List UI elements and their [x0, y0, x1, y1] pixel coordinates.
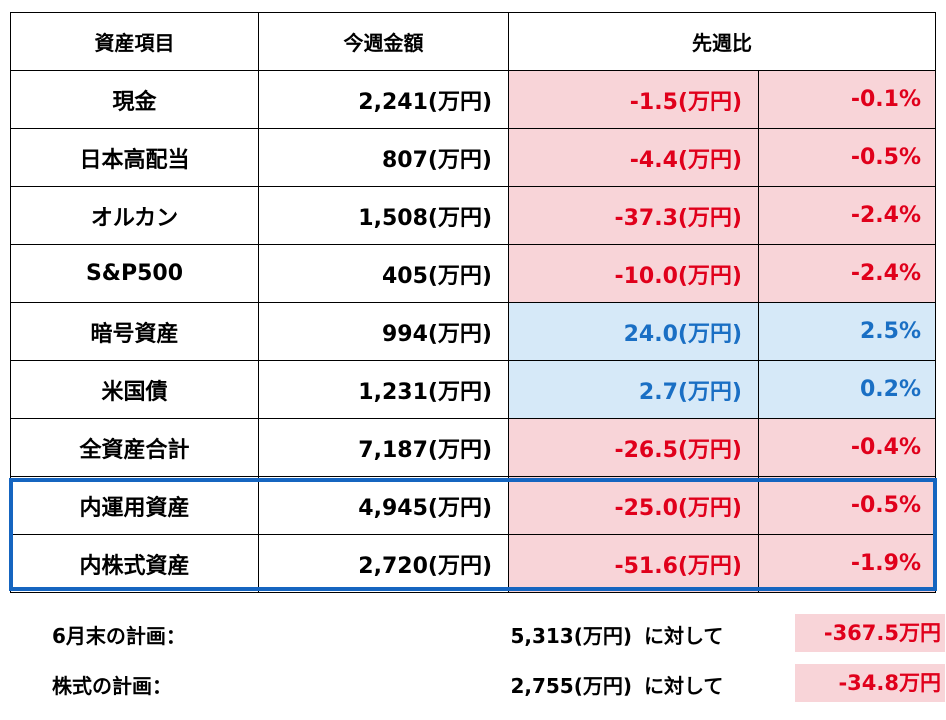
asset-summary-table-wrap: 資産項目 今週金額 先週比 現金 2,241(万円) -1.5(万円) -0.1% 日本…	[10, 12, 936, 593]
table-body: 現金 2,241(万円) -1.5(万円) -0.1% 日本高配当 807(万円) -4.4…	[10, 70, 936, 593]
this-week-amount-cell: 2,720(万円)	[258, 534, 509, 593]
table-row: 内運用資産 4,945(万円) -25.0(万円) -0.5%	[10, 476, 936, 535]
this-week-amount-cell: 405(万円)	[258, 244, 509, 303]
asset-summary-table: 資産項目 今週金額 先週比 現金 2,241(万円) -1.5(万円) -0.1% 日本…	[10, 12, 936, 593]
week-diff-percent-cell: -0.1%	[758, 70, 936, 129]
asset-name-cell: S&P500	[10, 244, 259, 303]
asset-name-cell: 内株式資産	[10, 534, 259, 593]
this-week-amount-cell: 4,945(万円)	[258, 476, 509, 535]
plan-suffix: に対して	[644, 624, 724, 648]
week-diff-amount-cell: -25.0(万円)	[508, 476, 759, 535]
this-week-amount-cell: 2,241(万円)	[258, 70, 509, 129]
week-diff-percent-cell: 0.2%	[758, 360, 936, 419]
week-diff-amount-cell: 2.7(万円)	[508, 360, 759, 419]
week-diff-amount-cell: 24.0(万円)	[508, 302, 759, 361]
plan-row-june: 6月末の計画： 5,313(万円) に対して -367.5万円	[0, 614, 946, 652]
asset-name-cell: 日本高配当	[10, 128, 259, 187]
this-week-amount-cell: 994(万円)	[258, 302, 509, 361]
asset-name-cell: オルカン	[10, 186, 259, 245]
week-diff-percent-cell: -2.4%	[758, 244, 936, 303]
asset-name-cell: 現金	[10, 70, 259, 129]
plan-value: 5,313(万円)	[510, 624, 632, 648]
plan-diff: -367.5万円	[795, 614, 945, 652]
asset-name-cell: 全資産合計	[10, 418, 259, 477]
week-diff-amount-cell: -26.5(万円)	[508, 418, 759, 477]
week-diff-amount-cell: -10.0(万円)	[508, 244, 759, 303]
week-diff-percent-cell: -0.5%	[758, 128, 936, 187]
asset-name-cell: 米国債	[10, 360, 259, 419]
header-item: 資産項目	[10, 12, 259, 71]
table-row: 現金 2,241(万円) -1.5(万円) -0.1%	[10, 70, 936, 129]
this-week-amount-cell: 7,187(万円)	[258, 418, 509, 477]
plan-label: 株式の計画：	[52, 674, 172, 698]
plan-diff: -34.8万円	[795, 664, 945, 702]
plan-label: 6月末の計画：	[52, 624, 186, 648]
asset-name-cell: 内運用資産	[10, 476, 259, 535]
asset-name-cell: 暗号資産	[10, 302, 259, 361]
table-row: 米国債 1,231(万円) 2.7(万円) 0.2%	[10, 360, 936, 419]
week-diff-amount-cell: -1.5(万円)	[508, 70, 759, 129]
week-diff-percent-cell: -0.4%	[758, 418, 936, 477]
plan-value: 2,755(万円)	[510, 674, 632, 698]
week-diff-amount-cell: -4.4(万円)	[508, 128, 759, 187]
this-week-amount-cell: 1,508(万円)	[258, 186, 509, 245]
week-diff-amount-cell: -37.3(万円)	[508, 186, 759, 245]
week-diff-percent-cell: -1.9%	[758, 534, 936, 593]
week-diff-percent-cell: -2.4%	[758, 186, 936, 245]
header-vs-last-week: 先週比	[508, 12, 936, 71]
week-diff-percent-cell: 2.5%	[758, 302, 936, 361]
table-row: S&P500 405(万円) -10.0(万円) -2.4%	[10, 244, 936, 303]
week-diff-percent-cell: -0.5%	[758, 476, 936, 535]
this-week-amount-cell: 807(万円)	[258, 128, 509, 187]
table-row: 内株式資産 2,720(万円) -51.6(万円) -1.9%	[10, 534, 936, 593]
header-this-week: 今週金額	[258, 12, 509, 71]
table-row: オルカン 1,508(万円) -37.3(万円) -2.4%	[10, 186, 936, 245]
table-row: 日本高配当 807(万円) -4.4(万円) -0.5%	[10, 128, 936, 187]
week-diff-amount-cell: -51.6(万円)	[508, 534, 759, 593]
plan-row-stocks: 株式の計画： 2,755(万円) に対して -34.8万円	[0, 664, 946, 702]
table-row: 暗号資産 994(万円) 24.0(万円) 2.5%	[10, 302, 936, 361]
this-week-amount-cell: 1,231(万円)	[258, 360, 509, 419]
table-row: 全資産合計 7,187(万円) -26.5(万円) -0.4%	[10, 418, 936, 477]
table-header-row: 資産項目 今週金額 先週比	[10, 12, 936, 71]
plan-suffix: に対して	[644, 674, 724, 698]
